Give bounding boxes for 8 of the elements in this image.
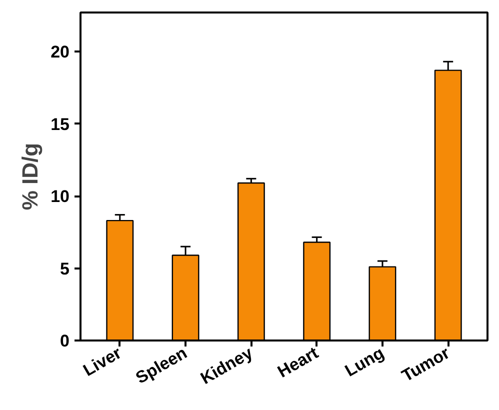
y-tick-label: 0 [60, 332, 70, 350]
y-axis-title: % ID/g [18, 142, 43, 210]
x-tick-label: Liver [80, 343, 125, 380]
x-tick-label: Lung [342, 343, 388, 380]
y-tick-label: 15 [50, 114, 70, 134]
y-tick-label: 20 [50, 42, 70, 62]
y-tick-label: 10 [50, 187, 70, 206]
y-tick-label: 5 [60, 259, 70, 278]
